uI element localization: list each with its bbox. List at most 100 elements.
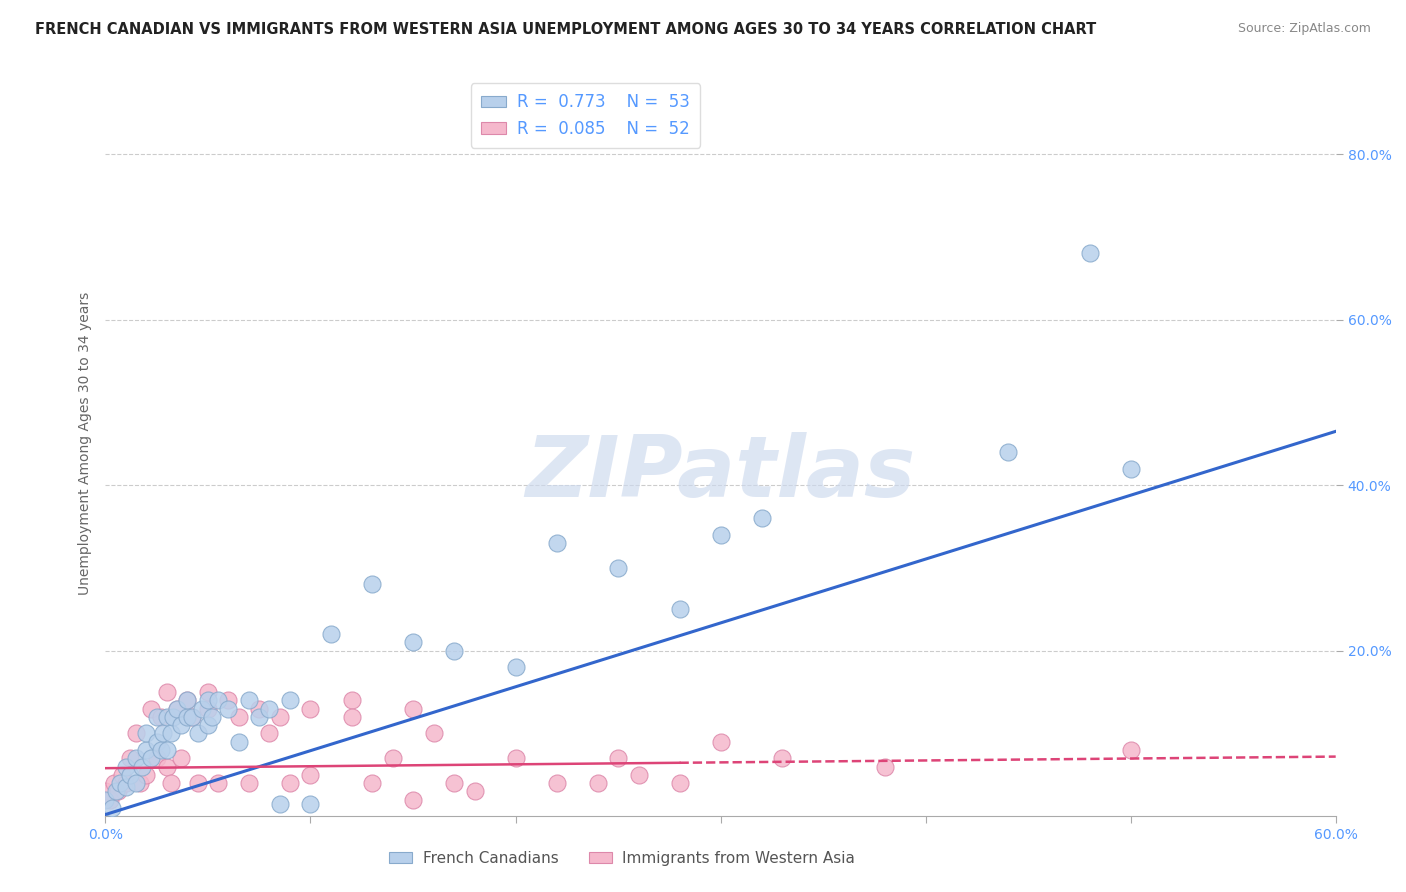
- Point: [607, 561, 630, 575]
- Point: [228, 735, 250, 749]
- Point: [201, 710, 224, 724]
- Point: [139, 701, 162, 715]
- Point: [145, 751, 167, 765]
- Point: [103, 776, 125, 790]
- Point: [170, 751, 193, 765]
- Point: [710, 735, 733, 749]
- Point: [115, 776, 138, 790]
- Point: [149, 743, 172, 757]
- Point: [94, 792, 117, 806]
- Point: [156, 685, 179, 699]
- Point: [129, 776, 152, 790]
- Legend: French Canadians, Immigrants from Western Asia: French Canadians, Immigrants from Wester…: [382, 845, 862, 871]
- Point: [160, 726, 183, 740]
- Point: [104, 784, 127, 798]
- Point: [120, 768, 141, 782]
- Point: [187, 726, 209, 740]
- Y-axis label: Unemployment Among Ages 30 to 34 years: Unemployment Among Ages 30 to 34 years: [79, 293, 93, 595]
- Point: [156, 743, 179, 757]
- Point: [176, 693, 198, 707]
- Point: [668, 602, 690, 616]
- Point: [299, 701, 322, 715]
- Point: [770, 751, 793, 765]
- Point: [546, 776, 568, 790]
- Point: [269, 710, 291, 724]
- Point: [156, 710, 179, 724]
- Text: FRENCH CANADIAN VS IMMIGRANTS FROM WESTERN ASIA UNEMPLOYMENT AMONG AGES 30 TO 34: FRENCH CANADIAN VS IMMIGRANTS FROM WESTE…: [35, 22, 1097, 37]
- Point: [269, 797, 291, 811]
- Point: [607, 751, 630, 765]
- Point: [668, 776, 690, 790]
- Point: [238, 693, 260, 707]
- Point: [145, 735, 167, 749]
- Point: [207, 693, 229, 707]
- Point: [176, 710, 198, 724]
- Text: ZIPatlas: ZIPatlas: [526, 432, 915, 515]
- Point: [1078, 246, 1101, 260]
- Point: [278, 776, 301, 790]
- Point: [340, 710, 363, 724]
- Point: [166, 701, 188, 715]
- Point: [180, 710, 202, 724]
- Point: [139, 751, 162, 765]
- Point: [586, 776, 609, 790]
- Point: [247, 701, 270, 715]
- Point: [166, 701, 188, 715]
- Point: [176, 693, 198, 707]
- Point: [191, 701, 214, 715]
- Point: [125, 726, 148, 740]
- Point: [710, 528, 733, 542]
- Point: [197, 685, 219, 699]
- Point: [218, 693, 240, 707]
- Point: [873, 759, 896, 773]
- Point: [259, 726, 281, 740]
- Point: [238, 776, 260, 790]
- Point: [751, 511, 773, 525]
- Point: [319, 627, 342, 641]
- Point: [546, 536, 568, 550]
- Point: [149, 710, 172, 724]
- Point: [247, 710, 270, 724]
- Point: [115, 759, 138, 773]
- Point: [259, 701, 281, 715]
- Point: [131, 759, 153, 773]
- Point: [299, 797, 322, 811]
- Point: [402, 701, 425, 715]
- Point: [135, 743, 157, 757]
- Point: [115, 780, 138, 795]
- Point: [443, 643, 465, 657]
- Point: [218, 701, 240, 715]
- Text: Source: ZipAtlas.com: Source: ZipAtlas.com: [1237, 22, 1371, 36]
- Point: [107, 784, 129, 798]
- Point: [135, 726, 157, 740]
- Point: [125, 776, 148, 790]
- Point: [402, 635, 425, 649]
- Point: [197, 693, 219, 707]
- Point: [402, 792, 425, 806]
- Point: [340, 693, 363, 707]
- Point: [381, 751, 404, 765]
- Point: [422, 726, 444, 740]
- Point: [156, 759, 179, 773]
- Point: [197, 701, 219, 715]
- Point: [152, 726, 174, 740]
- Point: [299, 768, 322, 782]
- Point: [627, 768, 650, 782]
- Point: [443, 776, 465, 790]
- Point: [361, 776, 384, 790]
- Point: [187, 776, 209, 790]
- Point: [135, 768, 157, 782]
- Point: [1119, 461, 1142, 475]
- Point: [162, 710, 184, 724]
- Point: [505, 751, 527, 765]
- Point: [120, 751, 141, 765]
- Point: [111, 768, 134, 782]
- Point: [464, 784, 486, 798]
- Point: [98, 792, 121, 806]
- Point: [108, 776, 131, 790]
- Point: [505, 660, 527, 674]
- Point: [125, 751, 148, 765]
- Point: [160, 776, 183, 790]
- Point: [170, 718, 193, 732]
- Point: [997, 445, 1019, 459]
